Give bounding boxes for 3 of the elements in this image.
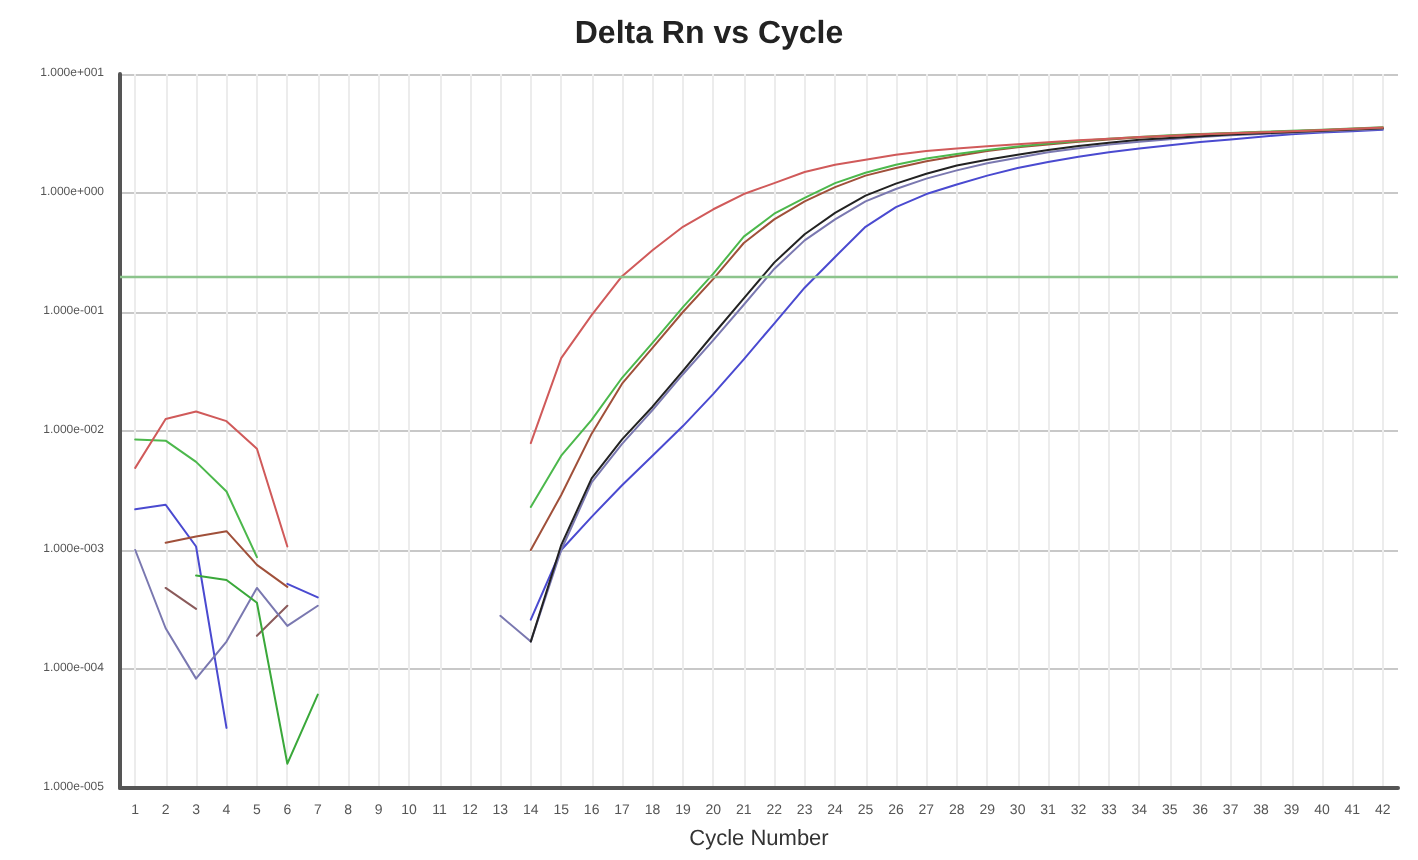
x-axis-title: Cycle Number xyxy=(689,827,830,851)
line-series xyxy=(195,574,319,765)
chart-title: Delta Rn vs Cycle xyxy=(574,17,844,51)
